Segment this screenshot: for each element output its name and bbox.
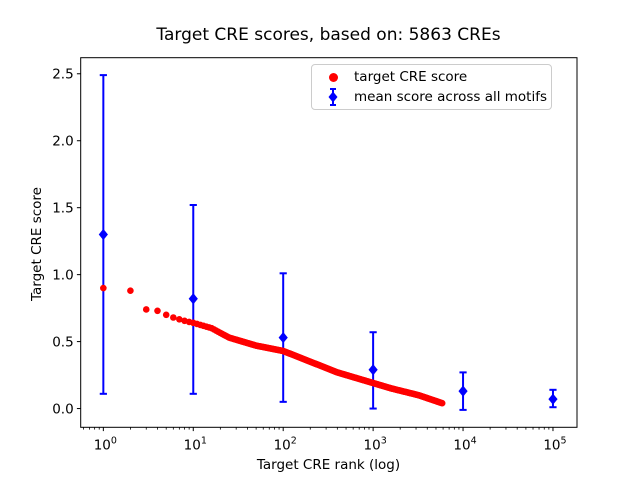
target-score-dot [100,284,107,292]
legend-marker-cell [312,72,354,82]
target-score-dot [176,315,183,323]
y-axis-label: Target CRE score [29,187,45,301]
legend-label-target-score: target CRE score [354,69,468,85]
target-score-dot [438,399,446,407]
target-score-dot [127,287,134,295]
x-tick-label: 102 [274,435,297,453]
mean-score-diamond [98,228,108,241]
x-tick-label: 100 [94,435,117,453]
mean-score-diamond [458,385,468,397]
mean-score-diamond [278,331,288,344]
target-score-dot [142,306,150,313]
target-score-dot [170,314,177,321]
plot-border [80,57,578,428]
y-tick-label: 0.5 [52,334,73,350]
y-tick-label: 2.0 [52,134,73,150]
target-score-dot [162,311,170,319]
y-tick-label: 0.0 [52,401,73,417]
x-tick-label: 101 [184,435,207,453]
legend-label-mean-score: mean score across all motifs [354,89,548,105]
target-score-dot [154,307,161,315]
x-tick-label: 103 [364,435,387,453]
legend-item-target-score: target CRE score [312,67,551,87]
y-tick-label: 1.0 [52,267,73,283]
y-tick-label: 1.5 [52,200,73,216]
mean-score-diamond [548,393,558,405]
x-tick-label: 105 [543,435,566,453]
x-tick-label: 104 [453,435,476,453]
blue-diamond-errorbar-marker-icon [328,88,338,106]
mean-score-diamond [188,293,198,305]
legend-item-mean-score: mean score across all motifs [312,87,551,107]
red-circle-marker-icon [328,72,338,82]
legend: target CRE score mean score across all m… [311,64,552,110]
y-tick-label: 2.5 [52,67,73,83]
legend-marker-cell [312,87,354,107]
mean-score-diamond [368,364,378,376]
chart-title: Target CRE scores, based on: 5863 CREs [156,25,501,45]
x-axis-label: Target CRE rank (log) [256,457,401,473]
